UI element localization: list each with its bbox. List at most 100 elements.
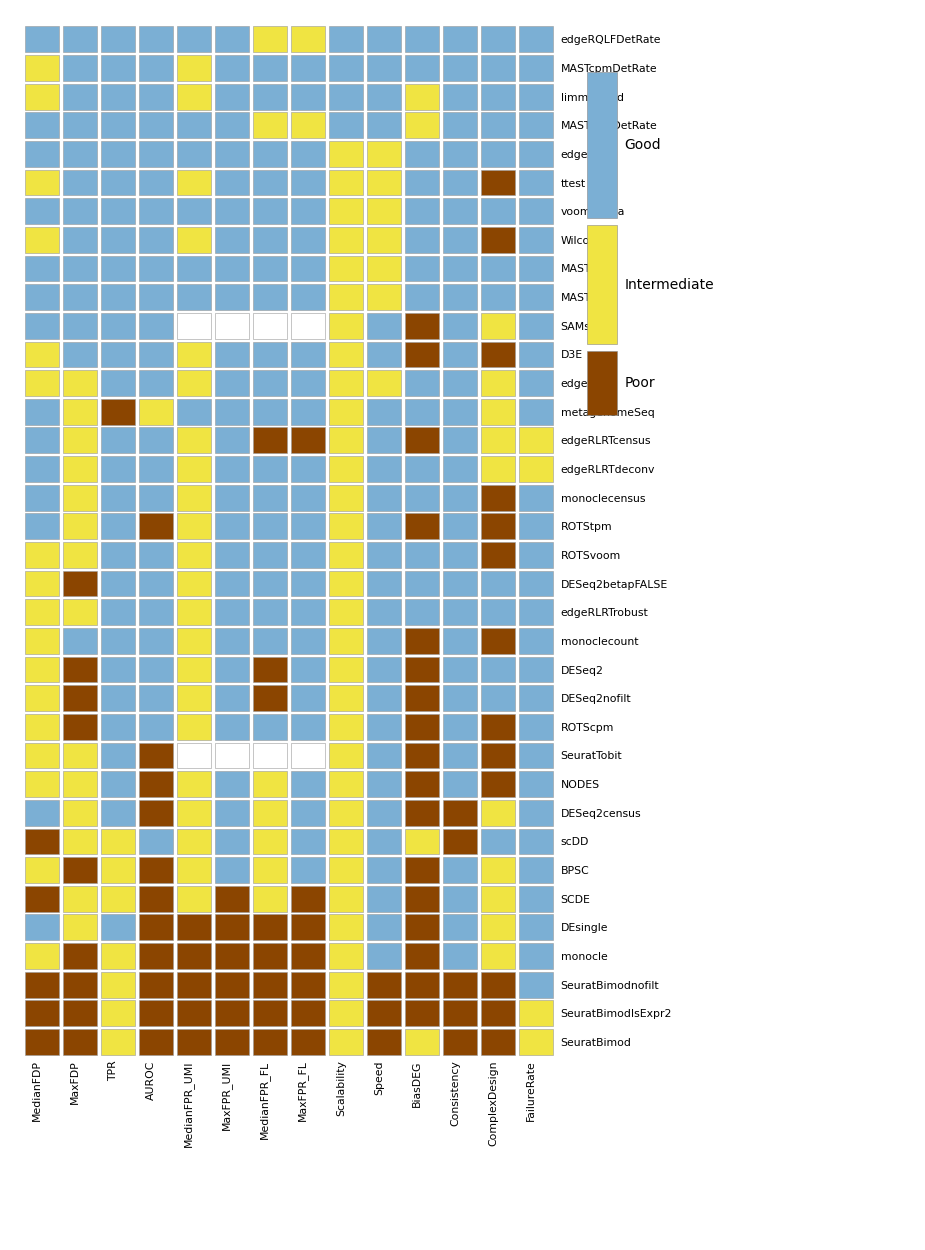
FancyBboxPatch shape [25, 800, 59, 826]
FancyBboxPatch shape [25, 829, 59, 854]
FancyBboxPatch shape [405, 971, 439, 998]
FancyBboxPatch shape [367, 858, 401, 882]
FancyBboxPatch shape [215, 370, 249, 396]
FancyBboxPatch shape [177, 141, 211, 166]
FancyBboxPatch shape [215, 886, 249, 911]
FancyBboxPatch shape [139, 971, 173, 998]
FancyBboxPatch shape [63, 829, 97, 854]
FancyBboxPatch shape [101, 341, 135, 367]
FancyBboxPatch shape [177, 1000, 211, 1026]
FancyBboxPatch shape [329, 485, 364, 510]
FancyBboxPatch shape [367, 599, 401, 625]
FancyBboxPatch shape [443, 742, 477, 769]
FancyBboxPatch shape [101, 685, 135, 711]
FancyBboxPatch shape [101, 55, 135, 81]
FancyBboxPatch shape [443, 399, 477, 425]
FancyBboxPatch shape [177, 514, 211, 539]
FancyBboxPatch shape [481, 1000, 515, 1026]
FancyBboxPatch shape [253, 656, 287, 682]
FancyBboxPatch shape [25, 514, 59, 539]
FancyBboxPatch shape [405, 514, 439, 539]
FancyBboxPatch shape [481, 685, 515, 711]
FancyBboxPatch shape [63, 141, 97, 166]
FancyBboxPatch shape [481, 170, 515, 195]
FancyBboxPatch shape [367, 829, 401, 854]
FancyBboxPatch shape [367, 571, 401, 596]
FancyBboxPatch shape [367, 456, 401, 482]
FancyBboxPatch shape [291, 714, 326, 740]
FancyBboxPatch shape [329, 971, 364, 998]
FancyBboxPatch shape [139, 312, 173, 339]
FancyBboxPatch shape [405, 428, 439, 454]
FancyBboxPatch shape [367, 370, 401, 396]
FancyBboxPatch shape [481, 628, 515, 654]
FancyBboxPatch shape [291, 685, 326, 711]
FancyBboxPatch shape [253, 628, 287, 654]
FancyBboxPatch shape [177, 428, 211, 454]
FancyBboxPatch shape [329, 341, 364, 367]
FancyBboxPatch shape [443, 685, 477, 711]
FancyBboxPatch shape [519, 829, 553, 854]
FancyBboxPatch shape [63, 456, 97, 482]
FancyBboxPatch shape [367, 542, 401, 568]
FancyBboxPatch shape [253, 341, 287, 367]
FancyBboxPatch shape [291, 255, 326, 281]
FancyBboxPatch shape [405, 915, 439, 940]
FancyBboxPatch shape [253, 1000, 287, 1026]
FancyBboxPatch shape [215, 656, 249, 682]
FancyBboxPatch shape [519, 312, 553, 339]
FancyBboxPatch shape [587, 71, 617, 219]
FancyBboxPatch shape [101, 571, 135, 596]
FancyBboxPatch shape [139, 886, 173, 911]
FancyBboxPatch shape [139, 571, 173, 596]
FancyBboxPatch shape [25, 228, 59, 253]
FancyBboxPatch shape [177, 542, 211, 568]
FancyBboxPatch shape [177, 170, 211, 195]
FancyBboxPatch shape [443, 829, 477, 854]
FancyBboxPatch shape [253, 771, 287, 798]
FancyBboxPatch shape [291, 55, 326, 81]
FancyBboxPatch shape [291, 341, 326, 367]
FancyBboxPatch shape [101, 255, 135, 281]
FancyBboxPatch shape [215, 485, 249, 510]
FancyBboxPatch shape [177, 199, 211, 224]
FancyBboxPatch shape [291, 656, 326, 682]
FancyBboxPatch shape [405, 141, 439, 166]
FancyBboxPatch shape [519, 942, 553, 969]
FancyBboxPatch shape [291, 942, 326, 969]
FancyBboxPatch shape [291, 542, 326, 568]
FancyBboxPatch shape [101, 456, 135, 482]
FancyBboxPatch shape [519, 542, 553, 568]
FancyBboxPatch shape [101, 112, 135, 139]
FancyBboxPatch shape [253, 858, 287, 882]
FancyBboxPatch shape [177, 971, 211, 998]
FancyBboxPatch shape [177, 312, 211, 339]
FancyBboxPatch shape [63, 1029, 97, 1055]
FancyBboxPatch shape [215, 714, 249, 740]
FancyBboxPatch shape [329, 886, 364, 911]
FancyBboxPatch shape [405, 685, 439, 711]
FancyBboxPatch shape [519, 1029, 553, 1055]
FancyBboxPatch shape [25, 485, 59, 510]
FancyBboxPatch shape [481, 886, 515, 911]
FancyBboxPatch shape [405, 829, 439, 854]
FancyBboxPatch shape [329, 112, 364, 139]
FancyBboxPatch shape [25, 915, 59, 940]
FancyBboxPatch shape [519, 170, 553, 195]
FancyBboxPatch shape [405, 942, 439, 969]
FancyBboxPatch shape [215, 199, 249, 224]
FancyBboxPatch shape [329, 571, 364, 596]
FancyBboxPatch shape [519, 656, 553, 682]
FancyBboxPatch shape [63, 284, 97, 310]
FancyBboxPatch shape [101, 942, 135, 969]
FancyBboxPatch shape [101, 858, 135, 882]
FancyBboxPatch shape [519, 228, 553, 253]
FancyBboxPatch shape [405, 485, 439, 510]
FancyBboxPatch shape [101, 399, 135, 425]
FancyBboxPatch shape [291, 312, 326, 339]
FancyBboxPatch shape [291, 485, 326, 510]
FancyBboxPatch shape [139, 714, 173, 740]
FancyBboxPatch shape [443, 228, 477, 253]
FancyBboxPatch shape [139, 628, 173, 654]
FancyBboxPatch shape [25, 771, 59, 798]
